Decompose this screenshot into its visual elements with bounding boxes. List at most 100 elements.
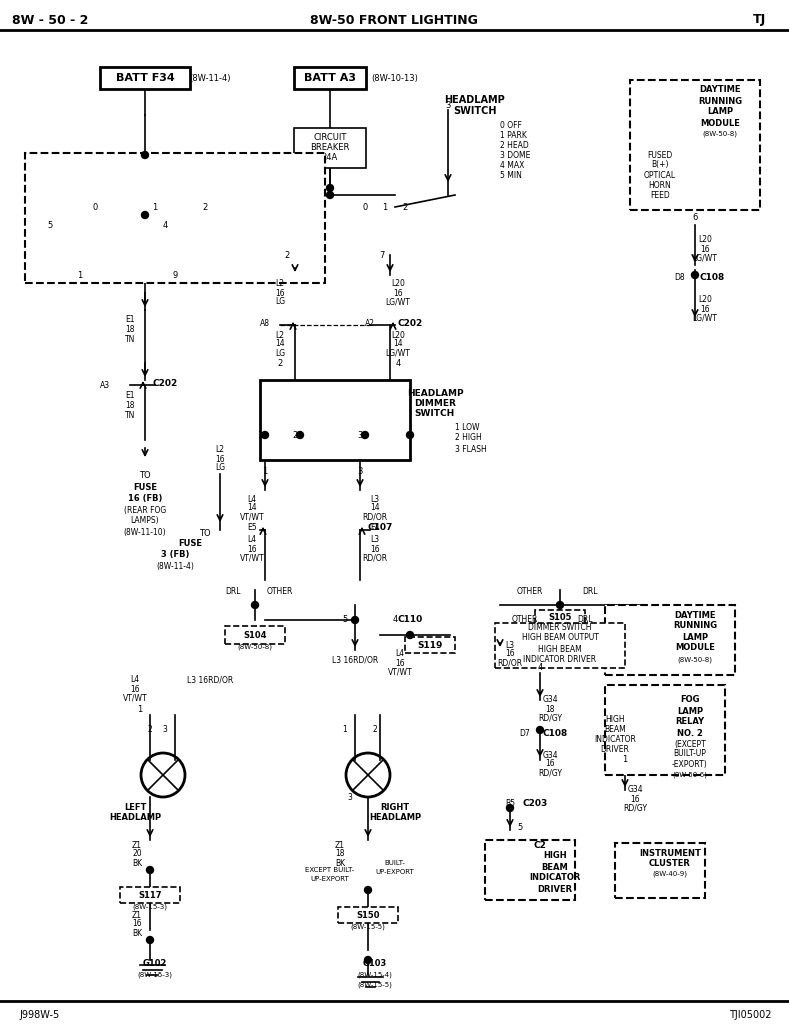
Text: 3: 3 [348,793,353,801]
Text: A8: A8 [260,319,270,328]
Text: INDICATOR DRIVER: INDICATOR DRIVER [523,655,596,664]
Text: (8W-15-3): (8W-15-3) [137,972,173,978]
Text: L3: L3 [371,495,380,503]
Text: TJI05002: TJI05002 [729,1010,772,1020]
Text: 16: 16 [700,304,710,313]
Text: RUNNING: RUNNING [698,97,742,105]
Circle shape [147,866,154,873]
Text: LG: LG [275,348,285,358]
Text: 3: 3 [357,467,363,476]
Text: LG/WT: LG/WT [693,254,717,263]
Text: LG/WT: LG/WT [693,313,717,323]
Text: LAMP: LAMP [707,107,733,117]
Text: VT/WT: VT/WT [240,554,264,563]
Text: RUNNING: RUNNING [673,622,717,631]
Text: CIRCUIT: CIRCUIT [313,133,346,142]
Text: TJ: TJ [753,13,767,27]
Text: NO. 2: NO. 2 [677,729,703,737]
Text: FOG: FOG [680,696,700,704]
Text: RD/GY: RD/GY [623,803,647,812]
Text: L4: L4 [395,650,405,659]
Text: HEADLAMP: HEADLAMP [445,95,506,105]
Bar [294,128,366,168]
Text: 1: 1 [383,202,387,211]
Text: (8W-11-4): (8W-11-4) [156,562,194,570]
Text: (8W-50-8): (8W-50-8) [678,657,712,663]
Circle shape [361,432,368,438]
Bar [100,67,190,89]
Text: C110: C110 [398,616,423,625]
Bar [495,623,625,667]
Text: RD/GY: RD/GY [538,713,562,723]
Text: HEADLAMP: HEADLAMP [406,389,463,398]
Text: 2: 2 [148,726,152,734]
Circle shape [691,271,698,278]
Text: 3 FLASH: 3 FLASH [455,444,487,454]
Text: C108: C108 [542,729,567,737]
Bar [294,67,366,89]
Text: 16: 16 [247,544,256,554]
Text: C202: C202 [152,378,178,388]
Circle shape [141,211,148,219]
Text: B(+): B(+) [651,161,669,169]
Bar [605,605,735,675]
Text: SWITCH: SWITCH [453,106,497,117]
Text: UP-EXPORT: UP-EXPORT [376,869,414,875]
Text: 5 MIN: 5 MIN [500,170,522,179]
Circle shape [327,192,334,199]
Text: LAMP: LAMP [677,706,703,716]
Text: DRL: DRL [582,588,598,597]
Text: BEAM: BEAM [604,726,626,734]
Text: 9: 9 [172,270,178,279]
Text: 1 LOW: 1 LOW [455,423,480,432]
Text: BK: BK [335,859,345,867]
Text: Z1: Z1 [335,840,345,850]
Text: 7: 7 [380,251,385,260]
Text: LG/WT: LG/WT [386,298,410,306]
Text: LAMPS): LAMPS) [131,517,159,526]
Text: 3: 3 [445,100,451,109]
Text: G103: G103 [363,959,387,967]
Text: 16: 16 [275,289,285,298]
Text: 1: 1 [152,202,158,211]
Text: 2: 2 [278,359,282,367]
Text: 4 MAX: 4 MAX [500,161,525,169]
Bar [25,153,325,282]
Bar [615,842,705,898]
Text: HORN: HORN [649,180,671,190]
Text: Z1: Z1 [132,910,142,920]
Text: HIGH BEAM: HIGH BEAM [538,644,581,654]
Text: G34: G34 [542,696,558,704]
Text: (8W-40-9): (8W-40-9) [653,871,687,877]
Text: C2: C2 [533,840,547,850]
Text: 0: 0 [92,202,98,211]
Text: DRL: DRL [578,616,593,625]
Text: BEAM: BEAM [541,863,568,871]
Text: 16: 16 [370,544,380,554]
Text: RD/GY: RD/GY [538,768,562,777]
Text: HIGH BEAM OUTPUT: HIGH BEAM OUTPUT [522,633,598,642]
Text: 4: 4 [163,221,167,230]
Bar [120,887,180,903]
Text: (8W-15-4): (8W-15-4) [357,972,392,978]
Text: S150: S150 [357,910,380,920]
Text: L20: L20 [698,296,712,304]
Text: HIGH: HIGH [605,716,625,725]
Circle shape [365,887,372,894]
Text: LG: LG [275,298,285,306]
Text: S119: S119 [417,640,443,650]
Text: 16: 16 [393,289,403,298]
Bar [535,610,585,626]
Text: 5: 5 [47,221,53,230]
Text: 6: 6 [692,213,697,223]
Text: 2: 2 [293,431,297,439]
Text: 1: 1 [342,726,347,734]
Text: RD/OR: RD/OR [362,512,387,522]
Text: J998W-5: J998W-5 [20,1010,60,1020]
Text: (REAR FOG: (REAR FOG [124,506,166,516]
Text: DRIVER: DRIVER [600,745,630,755]
Text: 4: 4 [537,664,543,672]
Text: 1: 1 [263,467,267,476]
Circle shape [406,432,413,438]
Text: BK: BK [132,859,142,867]
